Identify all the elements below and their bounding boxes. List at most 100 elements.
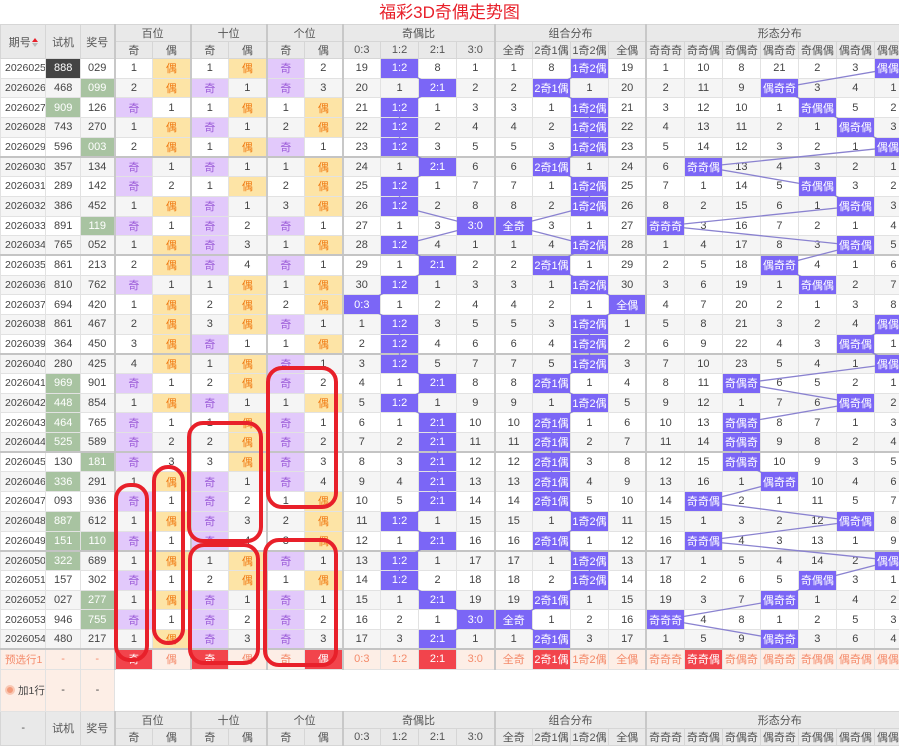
preselect-option-selected[interactable]: 奇 [189,648,230,670]
preselect-option-selected[interactable]: 2:1 [418,648,458,670]
hit-cell: 2奇1偶 [531,628,571,651]
preselect-option-selected[interactable]: 偶 [304,648,344,670]
omission-cell: 1 [683,176,723,197]
omission-cell: 16 [607,609,647,630]
omission-cell: 21 [721,313,761,335]
trial-number-cell: 027 [45,589,81,611]
omission-cell: 1 [493,235,533,257]
trial-number-cell: 093 [45,491,81,512]
sub-header: 奇 [265,41,306,59]
omission-cell: 16 [645,530,685,552]
preselect-option[interactable]: 奇奇奇 [645,648,685,670]
omission-cell: 3 [113,333,154,355]
hit-cell: 奇偶奇 [721,373,761,394]
omission-cell: 1 [304,313,344,335]
omission-cell: 3 [797,156,837,178]
preselect-option-selected[interactable]: 2奇1偶 [531,648,571,670]
omission-cell: 12 [721,136,761,158]
omission-cell: 1 [645,58,685,79]
issue-cell: 2026034 [0,235,47,257]
omission-cell: 1 [113,117,154,138]
omission-cell: 10 [341,491,382,512]
preselect-option[interactable]: 偶奇偶 [835,648,875,670]
omission-cell: 6 [456,333,495,355]
preselect-option[interactable]: 偶偶奇 [873,648,899,670]
omission-cell: 6 [645,156,685,178]
hit-cell: 偶奇偶 [835,392,875,414]
preselect-option[interactable]: 偶 [152,648,192,670]
hit-cell: 奇 [189,471,230,493]
omission-cell: 1 [835,254,875,276]
omission-cell: 3 [304,451,344,473]
preselect-option[interactable]: 1奇2偶 [569,648,609,670]
omission-cell: 10 [683,58,723,79]
preselect-option[interactable]: 奇 [265,648,306,670]
omission-cell: 1 [189,58,230,79]
add-row-button[interactable]: 加1行 [0,668,47,712]
omission-cell: 11 [341,510,382,532]
omission-cell: 2 [531,117,571,138]
omission-cell: 1 [113,235,154,257]
sub-header: 全偶 [607,727,647,746]
draw-number-cell: 003 [79,136,116,158]
omission-cell: 6 [493,156,533,178]
omission-cell: 8 [493,195,533,217]
hit-cell: 偶偶奇 [873,550,899,571]
omission-cell: 2 [835,274,875,296]
table-row: 2026036 810 762 奇 1 1 偶 1 偶 30 1:2 1 3 3 1 1奇2偶 30 3 6 19 1 奇… [0,274,899,296]
preselect-option[interactable]: 全奇 [493,648,533,670]
draw-number-cell: 052 [79,235,116,257]
trial-number-cell: 743 [45,117,81,138]
omission-cell: 9 [456,392,495,414]
sub-header: 2奇1偶 [531,41,571,59]
table-row: 2026043 464 765 奇 1 1 偶奇 1 6 1 2:1 10 10 2奇1偶 1 6 10 13 奇偶… [0,412,899,434]
omission-cell: 4 [456,294,495,315]
hit-cell: 偶奇偶 [835,235,875,257]
omission-cell: 8 [797,432,837,454]
omission-cell: 2 [304,58,344,79]
preselect-option[interactable]: 3:0 [456,648,495,670]
preselect-option[interactable]: 奇偶奇 [721,648,761,670]
sub-header: 偶奇偶 [835,41,875,59]
preselect-option[interactable]: 全偶 [607,648,647,670]
hit-cell: 偶 [152,254,192,276]
preselect-option[interactable]: 0:3 [341,648,382,670]
hit-cell: 偶 [228,313,268,335]
trial-number-cell: 157 [45,569,81,591]
hit-cell: 奇偶偶 [797,97,837,119]
header-issue[interactable]: 期号 [0,24,47,59]
omission-cell: 4 [456,117,495,138]
preselect-option[interactable]: 1:2 [380,648,420,670]
omission-cell: 1 [721,471,761,493]
omission-cell: 1 [304,254,344,276]
hit-cell: 奇 [265,353,306,374]
trial-number-cell: 765 [45,235,81,257]
trial-number-cell: 891 [45,215,81,237]
preselect-option-selected[interactable]: 奇 [113,648,154,670]
omission-cell: 1 [531,550,571,571]
draw-number-cell: 270 [79,117,116,138]
omission-cell: 3 [797,333,837,355]
hit-cell: 2:1 [418,471,458,493]
omission-cell: 4 [418,235,458,257]
omission-cell: 1 [228,589,268,611]
omission-cell: 1 [189,97,230,119]
header-trial: 试机 [45,24,81,59]
omission-cell: 3 [265,530,306,552]
omission-cell: 2 [797,215,837,237]
preselect-trial: - [45,648,81,670]
omission-cell: 7 [721,589,761,611]
hit-cell: 奇奇偶 [683,530,723,552]
hit-cell: 偶偶奇 [873,353,899,374]
omission-cell: 5 [456,136,495,158]
omission-cell: 4 [873,432,899,454]
sort-icon[interactable] [31,38,38,48]
preselect-option[interactable]: 偶 [228,648,268,670]
preselect-option[interactable]: 偶奇奇 [759,648,799,670]
preselect-option-selected[interactable]: 奇奇偶 [683,648,723,670]
preselect-option[interactable]: 奇偶偶 [797,648,837,670]
omission-cell: 1 [152,215,192,237]
trial-number-cell: 525 [45,432,81,454]
omission-cell: 27 [607,215,647,237]
issue-cell: 2026049 [0,530,47,552]
